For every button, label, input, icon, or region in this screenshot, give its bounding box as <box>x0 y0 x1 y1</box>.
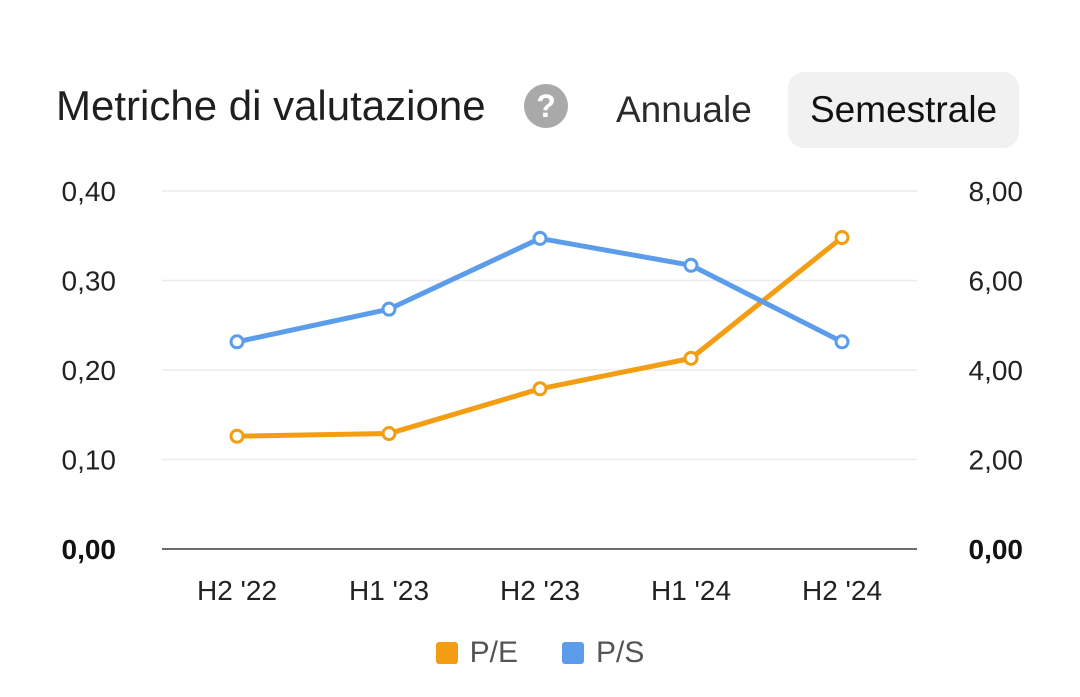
data-point[interactable] <box>834 334 850 350</box>
x-axis-ticks: H2 '22 H1 '23 H2 '23 H1 '24 H2 '24 <box>197 575 882 606</box>
left-tick-label: 0,10 <box>62 445 117 476</box>
data-point[interactable] <box>381 301 397 317</box>
right-tick-label: 4,00 <box>969 355 1024 386</box>
left-axis-ticks: 0,00 0,10 0,20 0,30 0,40 <box>62 176 117 565</box>
data-point[interactable] <box>683 257 699 273</box>
x-tick-label: H1 '24 <box>651 575 731 606</box>
chart-title: Metriche di valutazione <box>56 82 486 129</box>
legend-item-ps[interactable]: P/S <box>562 636 644 670</box>
tab-annual[interactable]: Annuale <box>616 89 752 130</box>
series-line <box>234 235 845 345</box>
data-point[interactable] <box>229 428 245 444</box>
left-tick-label: 0,40 <box>62 176 117 207</box>
x-tick-label: H1 '23 <box>349 575 429 606</box>
x-tick-label: H2 '24 <box>802 575 882 606</box>
legend-swatch-pe <box>435 642 458 664</box>
series-line <box>234 235 845 439</box>
right-tick-label: 8,00 <box>969 176 1024 207</box>
series-p-e <box>229 230 850 444</box>
legend-swatch-ps <box>562 642 584 664</box>
tab-semiannual[interactable]: Semestrale <box>788 72 1020 148</box>
data-point[interactable] <box>532 230 548 246</box>
data-point[interactable] <box>834 230 850 246</box>
legend-label-ps: P/S <box>596 636 645 669</box>
data-point[interactable] <box>381 426 397 442</box>
left-tick-label: 0,00 <box>62 534 117 565</box>
data-point[interactable] <box>532 381 548 397</box>
legend-label-pe: P/E <box>469 636 518 669</box>
data-point[interactable] <box>683 350 699 366</box>
series-p-s <box>229 230 850 350</box>
chart-legend: P/E P/S <box>0 636 1080 670</box>
help-icon[interactable]: ? <box>524 84 568 128</box>
chart-series <box>229 230 850 444</box>
left-tick-label: 0,30 <box>62 266 117 297</box>
right-tick-label: 0,00 <box>969 534 1024 565</box>
x-tick-label: H2 '23 <box>500 575 580 606</box>
right-axis-ticks: 0,00 2,00 4,00 6,00 8,00 <box>969 176 1024 565</box>
right-tick-label: 2,00 <box>969 445 1024 476</box>
chart-header: Metriche di valutazione ? Annuale Semest… <box>0 0 1080 160</box>
left-tick-label: 0,20 <box>62 355 117 386</box>
legend-item-pe[interactable]: P/E <box>435 636 518 670</box>
right-tick-label: 6,00 <box>969 266 1024 297</box>
data-point[interactable] <box>229 334 245 350</box>
x-tick-label: H2 '22 <box>197 575 277 606</box>
